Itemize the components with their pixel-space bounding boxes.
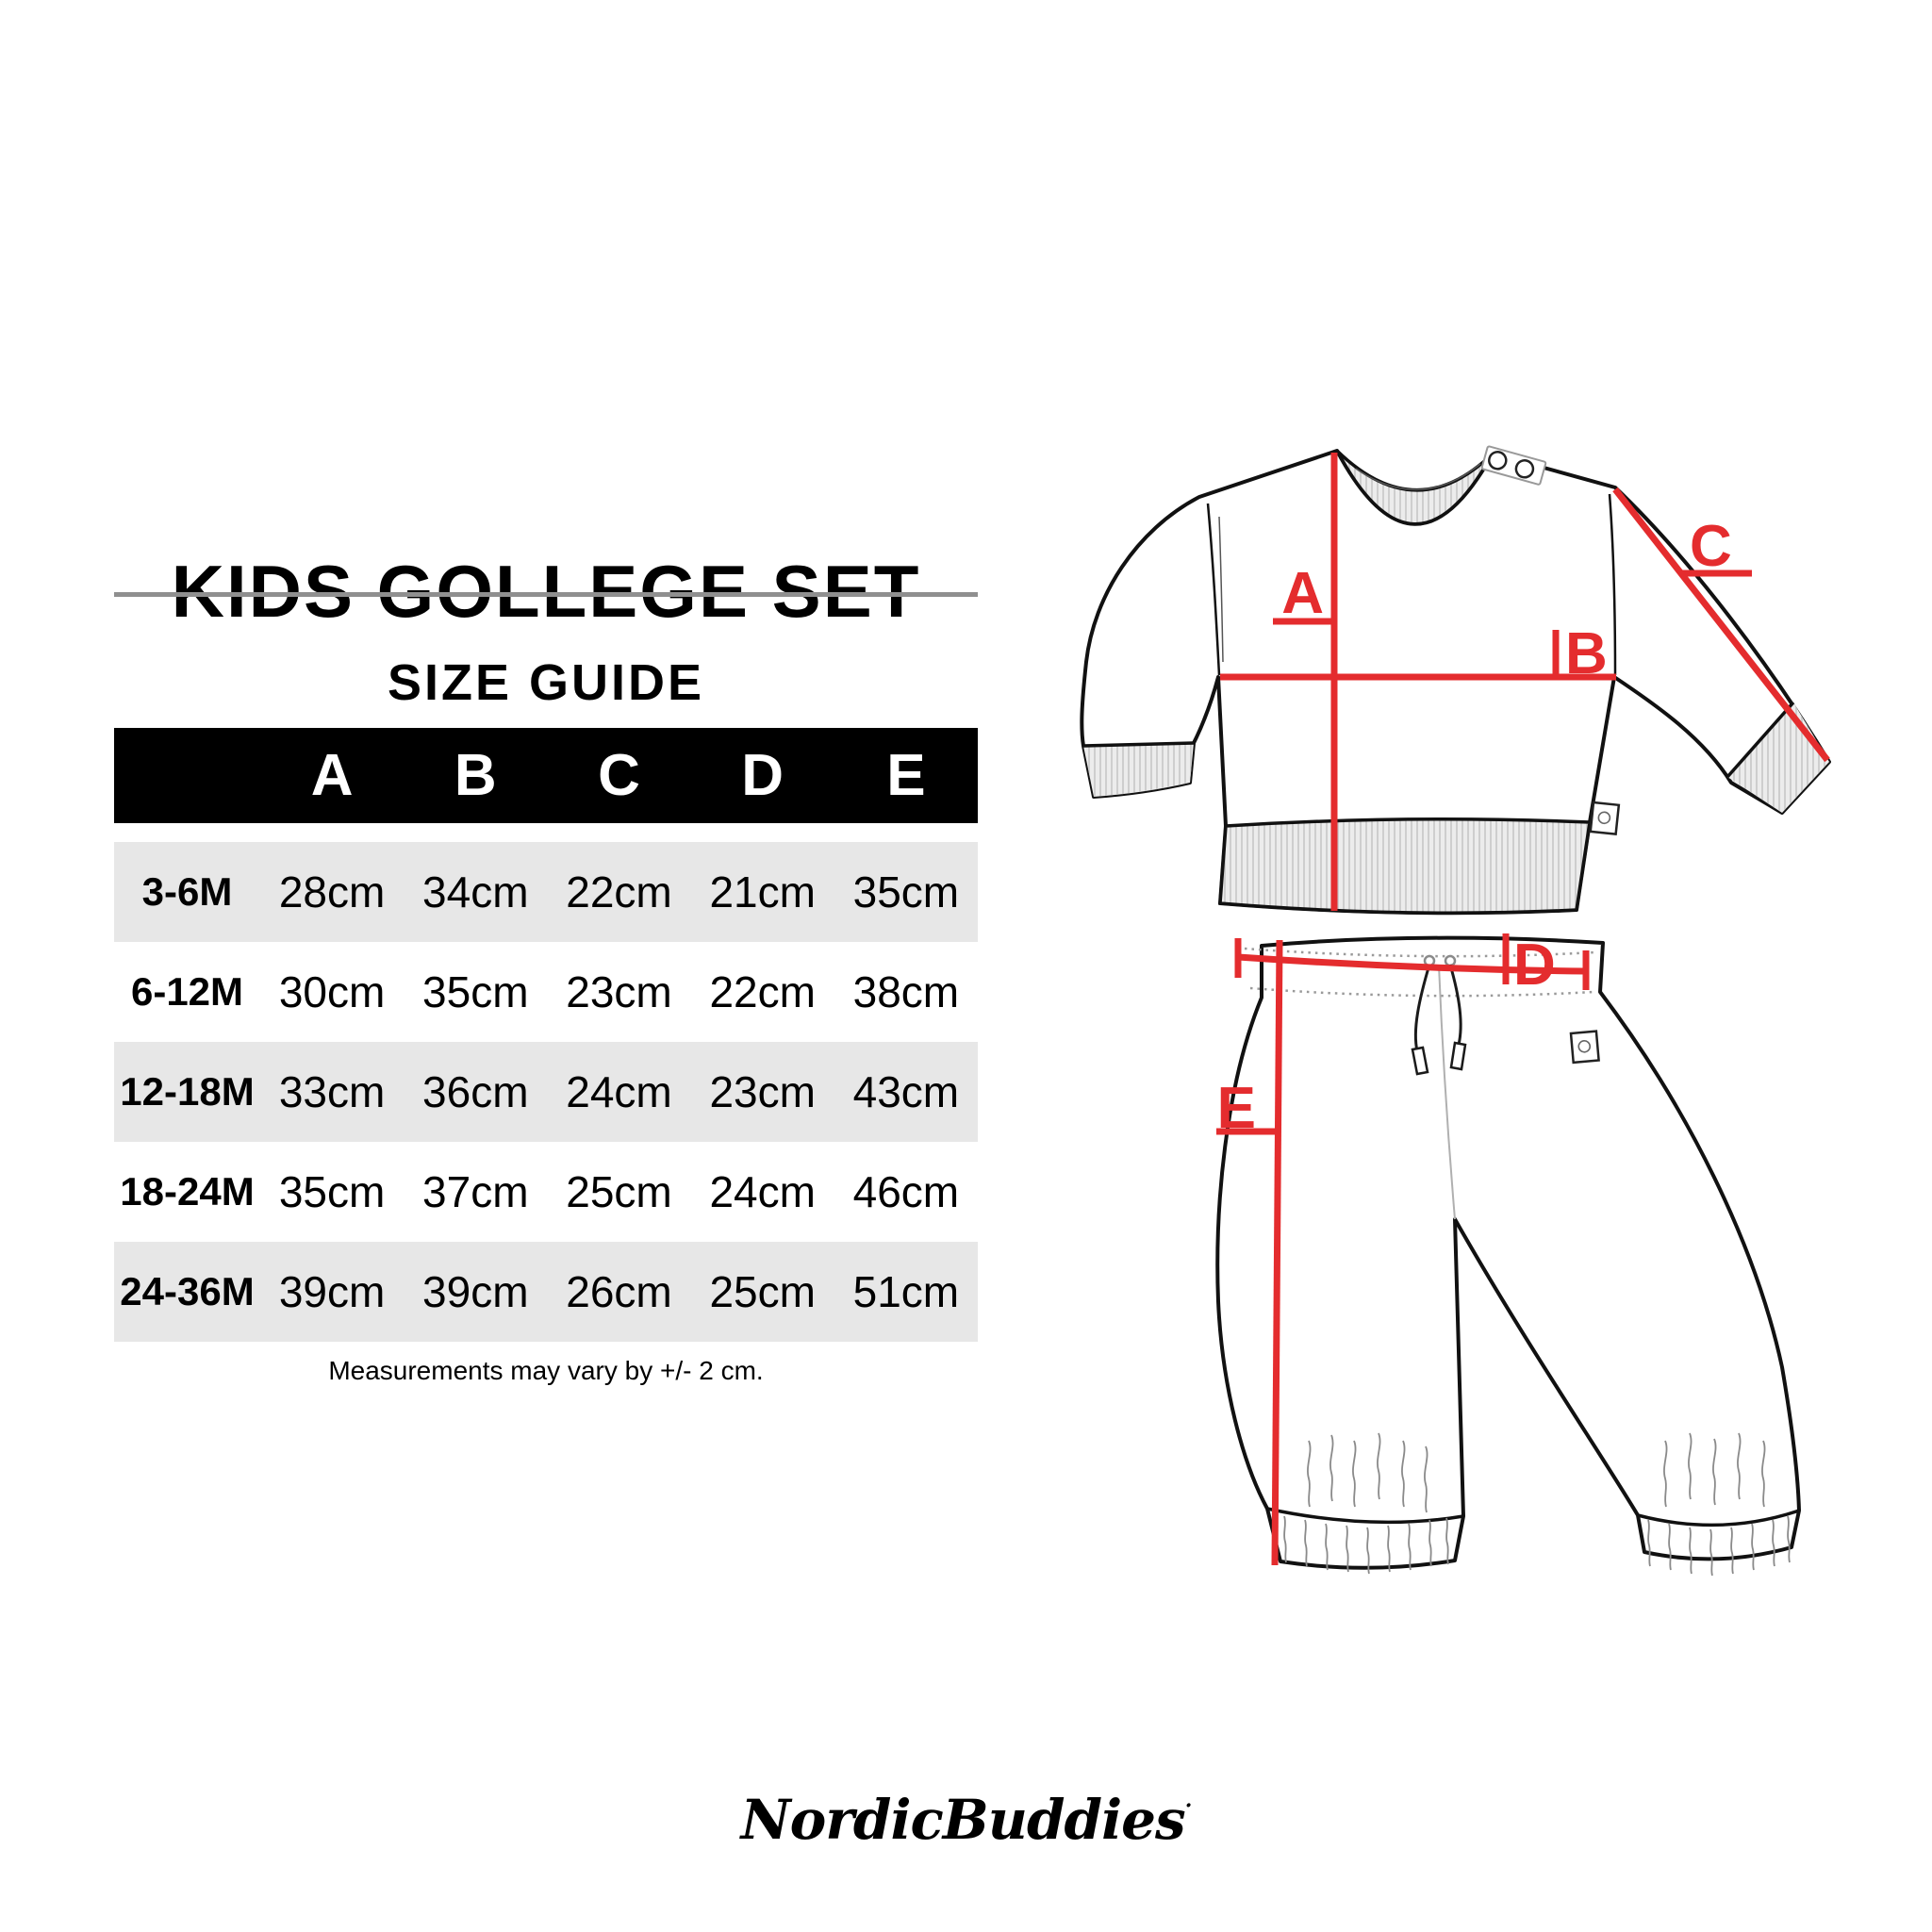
shoulder-snap-placket [1480, 445, 1547, 486]
column-header-c: C [598, 743, 640, 808]
sweatshirt-brand-tag [1589, 801, 1621, 836]
brand-logo: NordicBuddies· [0, 1788, 1932, 1852]
title-divider [114, 592, 978, 597]
cell-value: 21cm [709, 867, 816, 916]
size-table-body: 3-6M 28cm 34cm 22cm 21cm 35cm 6-12M 30cm… [114, 842, 978, 1342]
cell-value: 51cm [852, 1267, 960, 1316]
column-header-d: D [741, 743, 784, 808]
cell-value: 43cm [852, 1067, 960, 1116]
cell-value: 22cm [709, 967, 816, 1016]
pants-body [1215, 935, 1801, 1570]
brand-logo-mark: · [1184, 1793, 1193, 1818]
cell-value: 46cm [852, 1167, 960, 1216]
table-row: 3-6M 28cm 34cm 22cm 21cm 35cm [114, 842, 978, 942]
page-subtitle: SIZE GUIDE [387, 653, 705, 711]
column-header-e: E [886, 743, 926, 808]
pants-illustration [1215, 935, 1801, 1577]
cell-value: 36cm [422, 1067, 529, 1116]
cell-value: 39cm [422, 1267, 529, 1316]
table-row: 24-36M 39cm 39cm 26cm 25cm 51cm [114, 1242, 978, 1342]
cell-value: 39cm [278, 1267, 386, 1316]
row-label: 6-12M [130, 969, 244, 1014]
cell-value: 25cm [566, 1167, 672, 1216]
hem-band [1218, 817, 1593, 915]
measurement-line-c [1612, 487, 1830, 763]
measurement-overlays: A B C D E [1216, 453, 1830, 1566]
measurement-label-d: D [1513, 933, 1556, 998]
cell-value: 35cm [422, 967, 529, 1016]
measurement-note: Measurements may vary by +/- 2 cm. [328, 1356, 764, 1385]
cell-value: 24cm [566, 1067, 672, 1116]
table-row: 6-12M 30cm 35cm 23cm 22cm 38cm [114, 942, 978, 1042]
measurement-line-d [1237, 953, 1587, 975]
cell-value: 38cm [852, 967, 960, 1016]
right-armhole-seam [1608, 493, 1617, 676]
column-header-b: B [454, 743, 497, 808]
page-title: KIDS GOLLEGE SET [171, 550, 921, 634]
size-table-header: A B C D E [114, 728, 978, 823]
measurement-line-e [1271, 939, 1283, 1566]
measurement-label-a: A [1281, 561, 1324, 626]
measurement-label-e: E [1217, 1076, 1256, 1141]
cell-value: 23cm [709, 1067, 816, 1116]
column-header-a: A [310, 743, 354, 808]
left-armhole-seam [1206, 503, 1221, 676]
measurement-label-c: C [1690, 514, 1732, 579]
table-row: 18-24M 35cm 37cm 25cm 24cm 46cm [114, 1142, 978, 1242]
right-ankle-cuff [1637, 1509, 1800, 1527]
left-cuff [1082, 741, 1195, 748]
cell-value: 26cm [566, 1267, 672, 1316]
cell-value: 34cm [422, 867, 529, 916]
waistband-stitching [1244, 947, 1596, 958]
cell-value: 30cm [278, 967, 386, 1016]
table-row: 12-18M 33cm 36cm 24cm 23cm 43cm [114, 1042, 978, 1142]
row-label: 12-18M [120, 1069, 255, 1114]
measurement-label-b: B [1565, 621, 1608, 686]
brand-logo-text: NordicBuddies [740, 1788, 1186, 1852]
pants-brand-tag [1569, 1030, 1600, 1065]
cell-value: 22cm [566, 867, 672, 916]
cell-value: 23cm [566, 967, 672, 1016]
row-label: 3-6M [141, 869, 233, 914]
cell-value: 35cm [278, 1167, 386, 1216]
cell-value: 28cm [278, 867, 386, 916]
size-table: A B C D E 3-6M 28cm 34cm 22cm 21cm 35cm … [114, 728, 978, 1342]
collar [1335, 450, 1494, 526]
center-front-seam [1438, 965, 1456, 1220]
row-label: 18-24M [120, 1169, 255, 1214]
cell-value: 25cm [709, 1267, 816, 1316]
right-cuff [1726, 701, 1795, 779]
drawstring [1411, 954, 1467, 1076]
row-label: 24-36M [120, 1269, 255, 1313]
cell-value: 33cm [278, 1067, 386, 1116]
left-ankle-cuff [1266, 1507, 1464, 1525]
cell-value: 24cm [709, 1167, 816, 1216]
cell-value: 37cm [422, 1167, 529, 1216]
cell-value: 35cm [852, 867, 960, 916]
